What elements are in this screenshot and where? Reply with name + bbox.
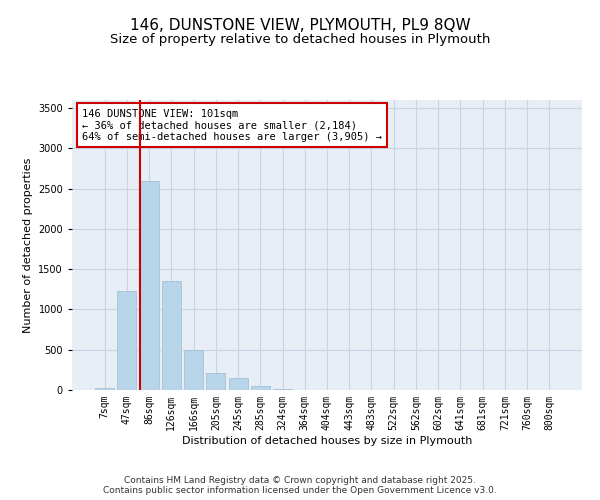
Text: 146 DUNSTONE VIEW: 101sqm
← 36% of detached houses are smaller (2,184)
64% of se: 146 DUNSTONE VIEW: 101sqm ← 36% of detac… — [82, 108, 382, 142]
X-axis label: Distribution of detached houses by size in Plymouth: Distribution of detached houses by size … — [182, 436, 472, 446]
Bar — [95, 388, 114, 390]
Text: 146, DUNSTONE VIEW, PLYMOUTH, PL9 8QW: 146, DUNSTONE VIEW, PLYMOUTH, PL9 8QW — [130, 18, 470, 32]
Bar — [251, 386, 270, 390]
Bar — [140, 180, 158, 390]
Y-axis label: Number of detached properties: Number of detached properties — [23, 158, 32, 332]
Bar — [229, 378, 248, 390]
Text: Contains HM Land Registry data © Crown copyright and database right 2025.
Contai: Contains HM Land Registry data © Crown c… — [103, 476, 497, 495]
Text: Size of property relative to detached houses in Plymouth: Size of property relative to detached ho… — [110, 32, 490, 46]
Bar — [118, 291, 136, 390]
Bar — [273, 389, 292, 390]
Bar — [184, 350, 203, 390]
Bar — [206, 374, 225, 390]
Bar — [162, 281, 181, 390]
